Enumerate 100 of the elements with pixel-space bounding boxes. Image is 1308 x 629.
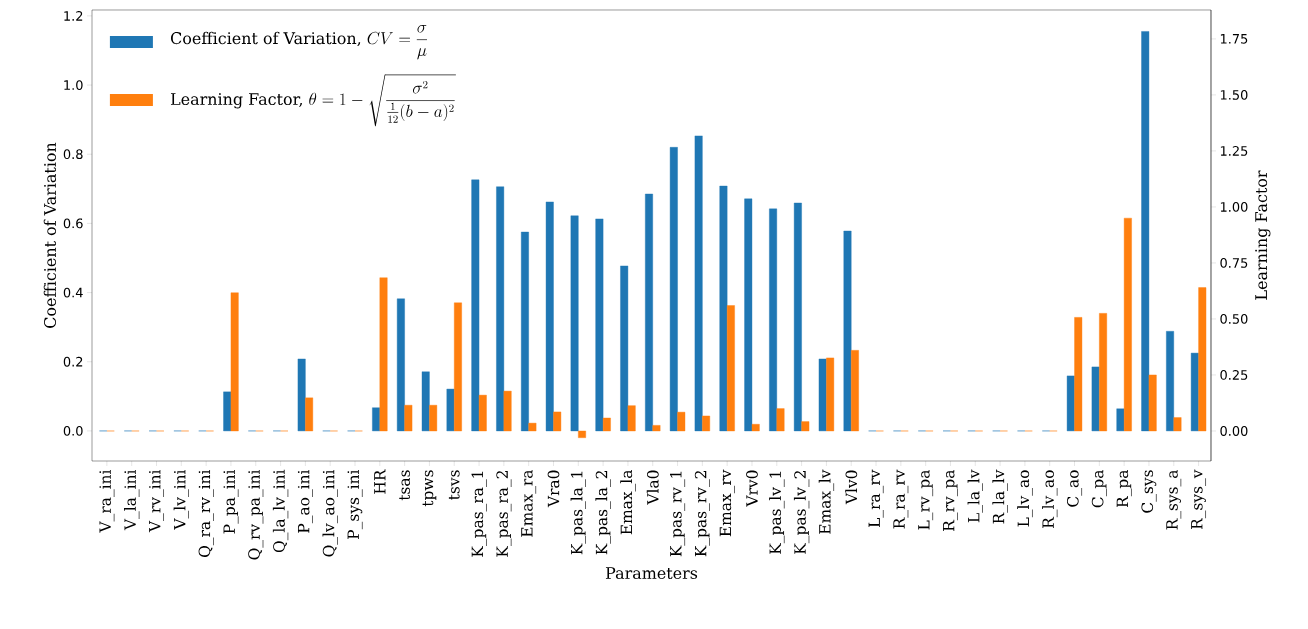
y2-axis-title: Learning Factor: [1255, 170, 1271, 300]
bar: [478, 394, 487, 432]
bar: [496, 186, 505, 432]
bar: [553, 411, 562, 432]
y-tick-label: 0.8: [63, 149, 83, 160]
x-tick-label: HR: [374, 469, 386, 494]
bar: [652, 425, 661, 432]
bar: [396, 298, 405, 432]
x-tick-label: C_ao: [1066, 470, 1083, 507]
y2-tick-label: 0.00: [1220, 426, 1248, 436]
bar: [669, 147, 678, 432]
bar: [751, 424, 760, 432]
bar: [843, 230, 852, 432]
bar: [627, 405, 636, 432]
x-tick-label: R_lv_ao: [1042, 470, 1058, 528]
bar: [230, 292, 239, 432]
bar: [1141, 31, 1150, 432]
y2-tick-label: 1.75: [1220, 34, 1248, 44]
bar: [744, 198, 753, 432]
y2-tick-label: 0.25: [1220, 370, 1248, 380]
bar: [1173, 417, 1182, 432]
bar: [793, 202, 802, 432]
bar: [471, 179, 480, 432]
x-tick-label: K_pas_lv_2: [793, 471, 810, 554]
bar: [602, 417, 611, 432]
x-tick-label: K_pas_ra_1: [471, 471, 487, 557]
x-tick-label: Q_lv_ao_ini: [322, 469, 338, 557]
bar: [677, 411, 686, 432]
y2-tick-label: 0.50: [1220, 314, 1248, 324]
y2-tick-label: 1.50: [1220, 90, 1248, 100]
y2-tick-label: 1.00: [1220, 202, 1248, 212]
x-tick-label: R_rv_pa: [943, 469, 958, 531]
bar: [1123, 217, 1132, 432]
x-tick-label: K_pas_la_2: [595, 471, 611, 555]
x-tick-label: L_la_lv: [967, 469, 983, 523]
bar: [372, 407, 381, 432]
bar: [578, 430, 586, 438]
bar: [801, 421, 810, 432]
bar: [454, 302, 462, 432]
y-tick-label: 0.4: [63, 287, 83, 298]
x-tick-label: Emax_la: [620, 469, 636, 535]
bar: [620, 265, 629, 432]
x-tick-label: R_sys_a: [1166, 469, 1182, 530]
x-tick-label: Vrv0: [746, 470, 758, 507]
x-tick-label: Vra0: [547, 470, 560, 508]
bar: [645, 193, 653, 432]
x-tick-label: C_pa: [1091, 469, 1107, 508]
legend-label: $\text{Coefficient of Variation, } CV = \frac{\sigma}{\mu}$: [170, 24, 427, 60]
legend-label: $\text{Learning Factor, } \theta = 1 - \sqrt{\frac{\sigma^2}{\frac{1}{12}(b-a)^2}}$: [170, 74, 456, 127]
x-tick-label: L_rv_pa: [918, 469, 934, 530]
bar: [421, 371, 430, 432]
x-tick-label: V_lv_ini: [173, 469, 190, 530]
bar: [379, 277, 388, 432]
bar: [694, 135, 703, 432]
x-tick-label: R_la_lv: [992, 469, 1008, 524]
bar: [776, 408, 785, 432]
x-tick-label: V_ra_ini: [99, 469, 115, 533]
bar: [570, 215, 579, 432]
x-tick-label: Q_la_lv_ini: [272, 469, 289, 553]
bar: [404, 405, 413, 432]
bar: [545, 201, 554, 432]
y2-tick-label: 0.75: [1220, 258, 1248, 268]
y2-tick-label: 1.25: [1220, 146, 1248, 156]
x-tick-label: tsas: [399, 470, 410, 501]
x-tick-label: Emax_lv: [818, 469, 835, 534]
bar: [769, 208, 777, 432]
x-tick-label: V_rv_ini: [149, 469, 165, 533]
bar: [1074, 317, 1083, 432]
y-tick-label: 0.0: [63, 426, 83, 436]
bar: [223, 391, 232, 432]
x-tick-label: tpws: [422, 470, 437, 507]
bar: [595, 218, 604, 432]
x-tick-label: K_pas_rv_1: [670, 471, 686, 557]
bar: [528, 422, 537, 432]
x-tick-label: L_lv_ao: [1017, 470, 1033, 527]
x-tick-label: Emax_ra: [521, 469, 537, 537]
y-tick-label: 0.6: [63, 218, 83, 229]
x-tick-label: P_pa_ini: [223, 469, 239, 534]
x-tick-label: K_pas_la_1: [570, 471, 586, 555]
y-tick-label: 1.0: [64, 80, 83, 90]
x-tick-label: Vla0: [646, 470, 659, 505]
x-tick-label: tsvs: [448, 470, 460, 500]
x-tick-label: Q_rv_pa_ini: [248, 469, 264, 560]
x-tick-label: L_ra_rv: [868, 469, 884, 528]
bar: [1148, 374, 1157, 432]
y-tick-label: 1.2: [64, 11, 83, 21]
x-tick-label: P_sys_ini: [347, 469, 363, 539]
bar: [297, 358, 306, 432]
x-tick-label: K_pas_lv_1: [769, 471, 785, 554]
x-tick-label: C_sys: [1141, 470, 1157, 513]
x-tick-label: Emax_rv: [719, 469, 735, 537]
x-tick-label: P_ao_ini: [297, 469, 313, 533]
y-axis-title: Coefficient of Variation: [43, 142, 57, 328]
bar: [503, 390, 512, 432]
bar: [521, 231, 529, 432]
x-tick-label: V_la_ini: [124, 469, 140, 531]
y-tick-label: 0.2: [63, 356, 83, 367]
bar: [1116, 408, 1125, 432]
x-tick-label: R_sys_v: [1191, 469, 1207, 530]
x-tick-label: K_pas_ra_2: [496, 471, 512, 557]
